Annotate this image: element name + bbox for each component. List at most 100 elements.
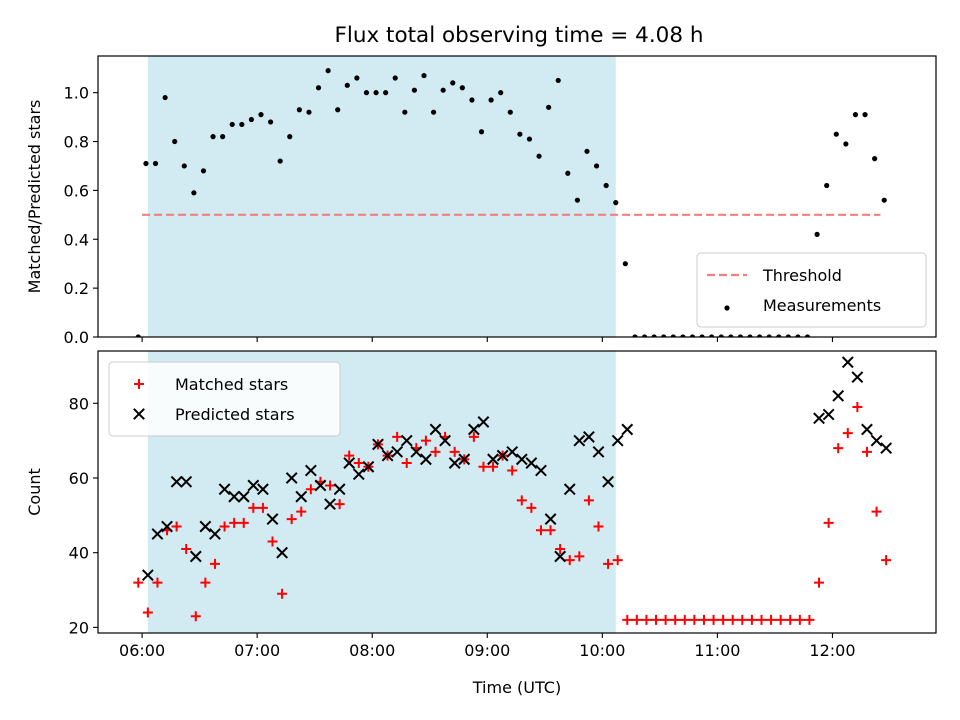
- series-measurements: [135, 68, 887, 337]
- data-point: [400, 434, 413, 447]
- data-point: [248, 502, 259, 513]
- data-point: [496, 449, 509, 462]
- data-point: [756, 334, 763, 337]
- data-point: [852, 112, 859, 118]
- data-point: [747, 334, 753, 337]
- data-point: [172, 138, 178, 145]
- data-point: [295, 490, 308, 503]
- data-point: [488, 97, 494, 103]
- data-point: [152, 577, 163, 588]
- data-point: [641, 614, 652, 625]
- data-point: [296, 107, 302, 113]
- data-point: [592, 445, 605, 458]
- data-point: [622, 614, 633, 625]
- legend-box: [696, 252, 927, 328]
- legend-swatch-x: [133, 408, 145, 420]
- data-point: [517, 131, 523, 137]
- y-tick-label: 0.0: [64, 328, 89, 347]
- data-point: [276, 546, 288, 559]
- y-tick-label: 60: [69, 469, 89, 488]
- data-point: [546, 104, 552, 110]
- data-point: [287, 134, 293, 140]
- x-tick-label: 12:00: [809, 641, 855, 660]
- data-point: [526, 136, 533, 142]
- data-point: [200, 577, 211, 588]
- legend-swatch-dot: [724, 305, 730, 311]
- data-point: [564, 555, 575, 566]
- y-tick-label: 80: [69, 394, 89, 413]
- data-point: [439, 434, 451, 447]
- data-point: [478, 129, 485, 135]
- data-point: [362, 460, 375, 473]
- data-point: [448, 457, 461, 469]
- data-point: [737, 614, 748, 625]
- legend-label: Threshold: [762, 266, 842, 285]
- data-point: [555, 543, 566, 554]
- data-point: [689, 614, 700, 625]
- data-point: [622, 261, 628, 267]
- data-point: [507, 109, 513, 115]
- legend-box: [108, 361, 341, 437]
- data-point: [450, 80, 456, 86]
- data-point: [142, 607, 153, 618]
- y-tick-label: 1.0: [64, 84, 89, 103]
- data-point: [458, 453, 471, 466]
- data-point: [181, 163, 187, 169]
- data-point: [200, 168, 207, 174]
- data-point: [267, 119, 274, 125]
- data-point: [881, 197, 887, 203]
- data-point: [488, 461, 499, 472]
- data-point: [352, 468, 365, 481]
- data-point: [239, 121, 245, 128]
- data-point: [727, 614, 738, 625]
- data-point: [766, 614, 777, 625]
- data-point: [152, 160, 159, 167]
- x-tick-label: 08:00: [349, 641, 395, 660]
- data-point: [209, 528, 221, 540]
- data-point: [306, 109, 312, 115]
- data-point: [354, 75, 360, 81]
- y-axis-label: Count: [25, 468, 44, 516]
- x-tick-label: 06:00: [119, 641, 165, 660]
- data-point: [315, 85, 322, 91]
- data-point: [872, 156, 878, 162]
- data-point: [795, 334, 801, 337]
- plot-area: [133, 356, 893, 625]
- data-point: [266, 513, 279, 525]
- data-point: [613, 200, 619, 206]
- data-point: [775, 614, 786, 625]
- data-point: [766, 334, 772, 337]
- data-point: [296, 506, 307, 517]
- data-point: [841, 356, 854, 369]
- data-point: [708, 614, 719, 625]
- data-point: [699, 334, 705, 337]
- legend-label: Predicted stars: [175, 405, 295, 424]
- data-point: [421, 72, 427, 79]
- bottom-panel-counts: 06:00 07:00 08:00 09:00 10:00 11:00 12:00 20 40 6…: [25, 350, 937, 697]
- data-point: [257, 502, 268, 513]
- data-point: [487, 453, 499, 466]
- data-point: [401, 458, 412, 469]
- x-tick-label: 11:00: [694, 641, 740, 660]
- data-point: [440, 87, 446, 93]
- data-point: [430, 109, 437, 115]
- data-point: [680, 334, 686, 337]
- data-point: [190, 611, 201, 622]
- data-point: [218, 483, 231, 496]
- data-point: [391, 445, 404, 458]
- y-tick-label: 0.6: [64, 181, 89, 200]
- legend: Threshold Measurements: [696, 252, 927, 328]
- data-point: [220, 134, 226, 140]
- data-point: [477, 416, 490, 428]
- data-point: [335, 107, 341, 113]
- data-point: [660, 614, 671, 625]
- legend-label: Matched stars: [175, 375, 288, 394]
- data-point: [507, 465, 518, 476]
- data-point: [661, 334, 667, 337]
- data-point: [373, 90, 379, 96]
- data-point: [238, 517, 249, 528]
- data-point: [429, 423, 442, 436]
- data-point: [631, 614, 642, 625]
- observing-window-shade: [147, 56, 616, 337]
- data-point: [353, 458, 364, 469]
